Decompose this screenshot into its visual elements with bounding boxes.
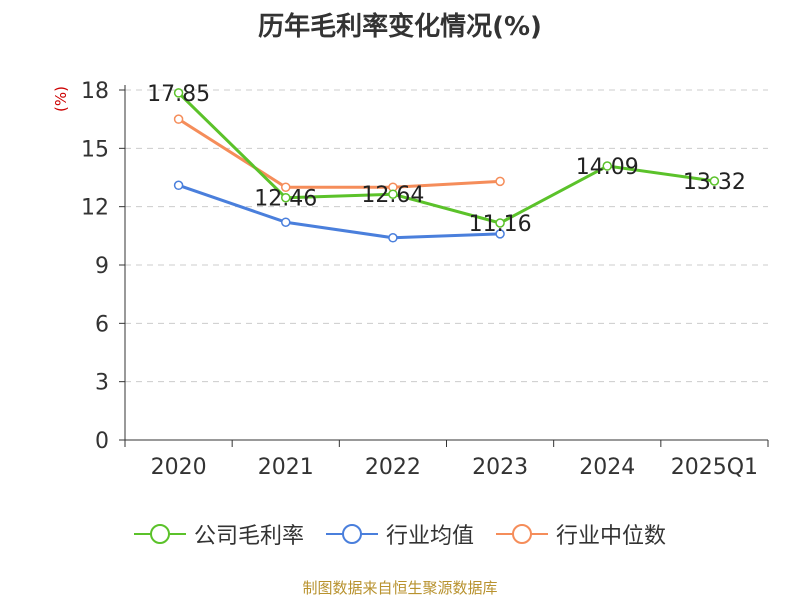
- chart-title: 历年毛利率变化情况(%): [258, 12, 542, 42]
- data-label: 12.46: [254, 187, 317, 212]
- y-tick-label: 12: [81, 196, 109, 221]
- data-label: 13.32: [683, 170, 746, 195]
- data-point: [281, 192, 291, 203]
- series-line: [178, 183, 501, 240]
- y-tick-label: 3: [95, 371, 109, 396]
- series-line: [177, 91, 715, 225]
- x-tick-label: 2021: [258, 455, 314, 480]
- legend-label: 行业中位数: [556, 524, 667, 549]
- data-point: [388, 189, 398, 199]
- legend-item[interactable]: 行业中位数: [496, 518, 666, 550]
- data-point: [602, 161, 612, 171]
- legend-marker-icon: [133, 524, 186, 544]
- data-point: [495, 218, 505, 228]
- data-point: [388, 233, 398, 243]
- data-point: [495, 176, 505, 187]
- y-tick-label: 18: [81, 79, 109, 104]
- data-point: [281, 182, 291, 192]
- data-label: 11.16: [469, 212, 532, 237]
- x-tick-label: 2022: [365, 455, 421, 480]
- x-tick-label: 2024: [579, 455, 635, 480]
- y-tick-label: 9: [95, 254, 109, 279]
- legend: 公司毛利率 行业均值 行业中位数: [0, 518, 800, 550]
- y-tick-label: 6: [95, 312, 109, 337]
- legend-item[interactable]: 公司毛利率: [133, 518, 304, 550]
- source-note: 制图数据来自恒生聚源数据库: [302, 579, 498, 597]
- data-point: [173, 88, 184, 98]
- data-label: 17.85: [147, 82, 210, 107]
- legend-marker-icon: [496, 524, 548, 544]
- y-tick-label: 0: [95, 429, 109, 454]
- series-line: [177, 117, 501, 189]
- data-point: [281, 217, 291, 227]
- legend-label: 行业均值: [385, 524, 474, 549]
- legend-marker-icon: [325, 524, 378, 544]
- data-point: [709, 176, 720, 186]
- y-tick-label: 15: [81, 137, 109, 162]
- x-tick-label: 2020: [151, 455, 207, 480]
- legend-label: 公司毛利率: [193, 524, 304, 549]
- data-point: [173, 180, 184, 191]
- data-point: [495, 229, 505, 239]
- data-label: 14.09: [576, 155, 639, 180]
- legend-item[interactable]: 行业均值: [325, 518, 474, 550]
- x-tick-label: 2023: [472, 455, 528, 480]
- data-point: [173, 114, 184, 124]
- data-label: 12.64: [361, 183, 424, 208]
- x-tick-label: 2025Q1: [671, 455, 758, 480]
